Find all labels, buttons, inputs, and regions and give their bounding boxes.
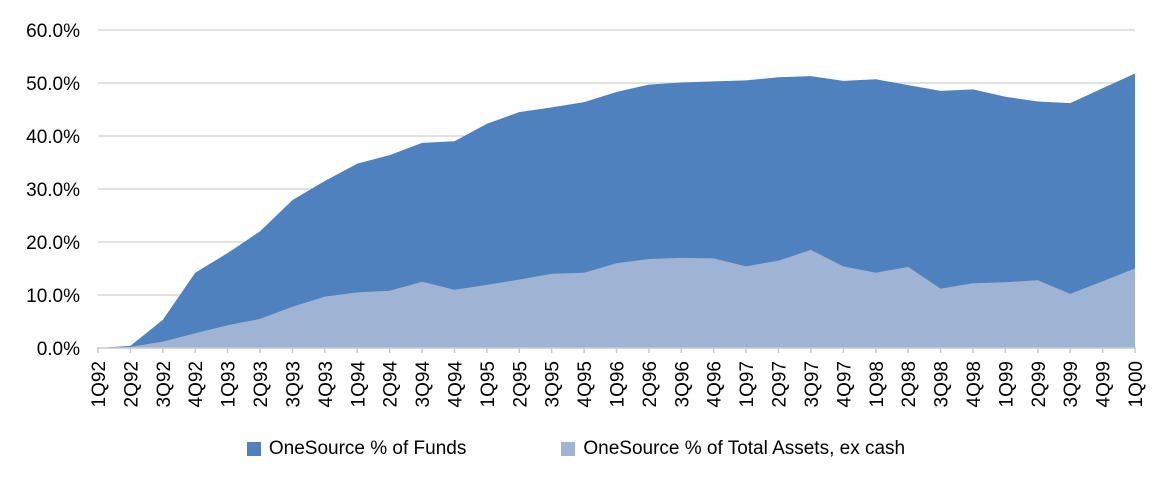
y-axis-label: 40.0% xyxy=(26,127,80,148)
x-axis-label: 2Q99 xyxy=(1029,361,1050,407)
x-axis-label: 2Q92 xyxy=(121,361,142,407)
x-axis-label: 4Q96 xyxy=(705,361,726,407)
x-axis-label: 3Q96 xyxy=(672,361,693,407)
x-axis-label: 2Q96 xyxy=(640,361,661,407)
x-axis-label: 1Q97 xyxy=(737,361,758,407)
x-axis-label: 1Q96 xyxy=(608,361,629,407)
x-axis-label: 2Q97 xyxy=(770,361,791,407)
area-total-assets xyxy=(98,249,1135,348)
x-axis-label: 4Q98 xyxy=(964,361,985,407)
x-axis-label: 4Q93 xyxy=(316,361,337,407)
x-axis-label: 3Q95 xyxy=(543,361,564,407)
x-axis-label: 3Q97 xyxy=(802,361,823,407)
x-axis-label: 4Q95 xyxy=(575,361,596,407)
x-axis-label: 1Q99 xyxy=(996,361,1017,407)
x-axis-label: 1Q00 xyxy=(1126,361,1147,407)
x-axis-label: 3Q94 xyxy=(413,361,434,408)
y-axis-label: 60.0% xyxy=(26,21,80,42)
x-axis-label: 4Q92 xyxy=(186,361,207,407)
x-axis-label: 2Q93 xyxy=(251,361,272,407)
y-axis-label: 30.0% xyxy=(26,180,80,201)
x-axis-label: 1Q94 xyxy=(348,361,369,408)
x-axis-label: 2Q95 xyxy=(510,361,531,407)
x-axis-label: 1Q98 xyxy=(867,361,888,407)
legend-swatch-funds-icon xyxy=(246,442,261,456)
x-axis-label: 4Q97 xyxy=(834,361,855,407)
x-axis-label: 2Q98 xyxy=(899,361,920,407)
legend-item-total-assets: OneSource % of Total Assets, ex cash xyxy=(561,438,905,460)
chart-legend: OneSource % of Funds OneSource % of Tota… xyxy=(0,438,1152,460)
x-axis-label: 3Q93 xyxy=(283,361,304,407)
y-axis-label: 50.0% xyxy=(26,74,80,95)
x-axis-label: 4Q94 xyxy=(446,361,467,408)
legend-label-funds: OneSource % of Funds xyxy=(268,438,467,459)
x-axis-label: 3Q92 xyxy=(154,361,175,407)
x-axis-label: 2Q94 xyxy=(381,361,402,408)
y-axis-label: 10.0% xyxy=(26,286,80,307)
y-axis-label: 20.0% xyxy=(26,233,80,254)
y-axis-label: 0.0% xyxy=(37,339,80,360)
x-axis-label: 3Q98 xyxy=(932,361,953,407)
x-axis-label: 1Q93 xyxy=(219,361,240,407)
legend-swatch-total-assets-icon xyxy=(561,442,576,456)
x-axis-label: 1Q95 xyxy=(478,361,499,407)
x-axis-label: 1Q92 xyxy=(89,361,110,407)
legend-item-funds: OneSource % of Funds xyxy=(246,438,467,460)
x-axis-label: 4Q99 xyxy=(1094,361,1115,407)
legend-label-total-assets: OneSource % of Total Assets, ex cash xyxy=(583,438,906,459)
x-axis-label: 3Q99 xyxy=(1061,361,1082,407)
